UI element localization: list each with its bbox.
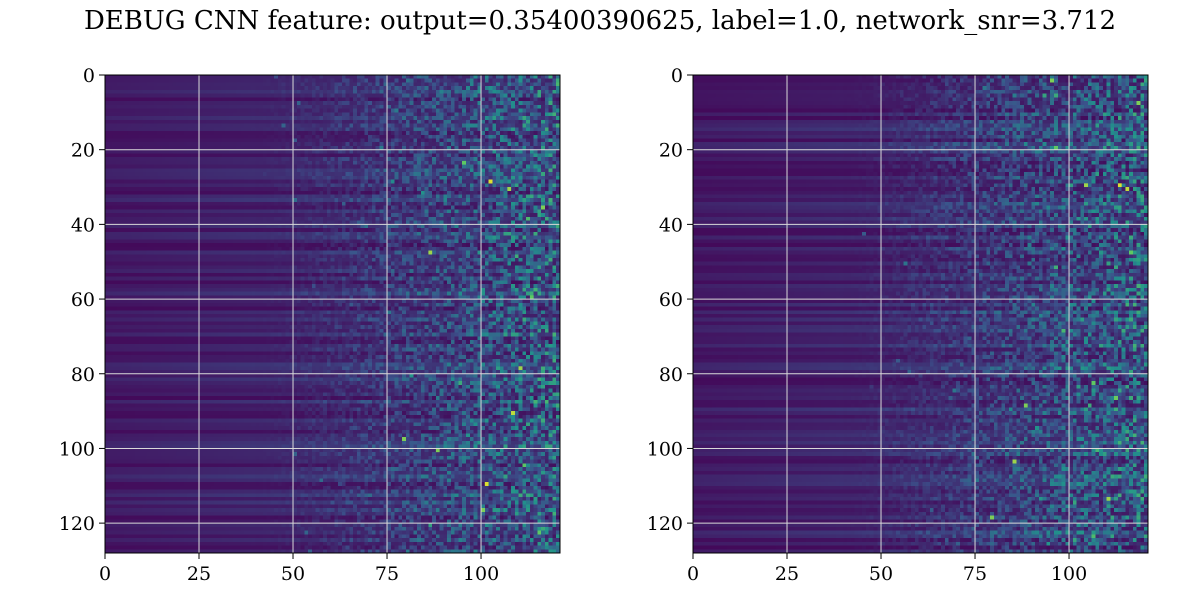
y-tick-label: 60 — [71, 289, 95, 311]
heatmap-highlight-cell — [462, 160, 466, 165]
y-tick-label: 40 — [659, 214, 683, 236]
heatmap-panel-left: 0 25 50 75 100 0 20 40 60 80 100 120 — [59, 65, 561, 585]
heatmap-highlight-cell — [1117, 183, 1122, 188]
heatmap-highlight-cell — [511, 411, 515, 415]
y-tick-label: 120 — [59, 513, 95, 535]
heatmap-highlight-cell — [1023, 403, 1028, 408]
heatmap-highlight-cell — [507, 187, 512, 191]
heatmap-image — [105, 75, 560, 553]
heatmap-highlight-cell — [1106, 496, 1111, 501]
heatmap-highlight-cell — [1053, 145, 1058, 150]
heatmap-highlight-cell — [518, 366, 523, 371]
heatmap-highlight-cell — [1012, 459, 1017, 464]
x-tick-label: 75 — [375, 563, 399, 585]
axes-frame — [692, 74, 1149, 554]
y-tick-label: 120 — [647, 513, 683, 535]
y-tick-label: 60 — [659, 289, 683, 311]
y-tick-label: 100 — [59, 438, 95, 460]
heatmap-highlight-cell — [488, 179, 493, 184]
heatmap-highlight-cell — [990, 515, 994, 520]
heatmap-highlight-cell — [1129, 250, 1133, 255]
heatmap-highlight-cell — [1091, 381, 1096, 385]
heatmap-highlight-cell — [529, 295, 534, 300]
heatmap-image — [693, 75, 1148, 553]
y-tick-label: 0 — [671, 65, 683, 87]
x-tick-label: 100 — [1051, 563, 1087, 585]
y-tick-label: 80 — [659, 364, 683, 386]
heatmap-highlight-cell — [435, 448, 440, 453]
heatmap-highlight-cell — [484, 482, 489, 486]
x-tick-label: 25 — [187, 563, 211, 585]
figure-title: DEBUG CNN feature: output=0.35400390625,… — [83, 6, 1117, 36]
x-tick-label: 0 — [687, 563, 699, 585]
y-tick-label: 20 — [71, 140, 95, 162]
heatmap-highlight-cell — [1125, 187, 1130, 191]
heatmap-highlight-cell — [481, 508, 485, 512]
x-tick-label: 100 — [463, 563, 499, 585]
x-tick-label: 50 — [281, 563, 305, 585]
heatmap-highlight-cell — [541, 205, 545, 210]
x-tick-label: 75 — [963, 563, 987, 585]
y-tick-label: 100 — [647, 438, 683, 460]
y-tick-label: 0 — [83, 65, 95, 87]
heatmap-highlight-cell — [1136, 101, 1141, 105]
heatmap-highlight-cell — [428, 250, 433, 255]
y-tick-label: 20 — [659, 140, 683, 162]
y-tick-label: 40 — [71, 214, 95, 236]
axes-frame — [104, 74, 561, 554]
x-tick-label: 0 — [99, 563, 111, 585]
heatmap-highlight-cell — [1084, 183, 1088, 188]
heatmap-highlight-cell — [402, 437, 406, 441]
heatmap-highlight-cell — [1050, 78, 1054, 83]
y-tick-label: 80 — [71, 364, 95, 386]
x-tick-label: 50 — [869, 563, 893, 585]
heatmap-panel-right: 0 25 50 75 100 0 20 40 60 80 100 120 — [647, 65, 1149, 585]
x-tick-label: 25 — [775, 563, 799, 585]
